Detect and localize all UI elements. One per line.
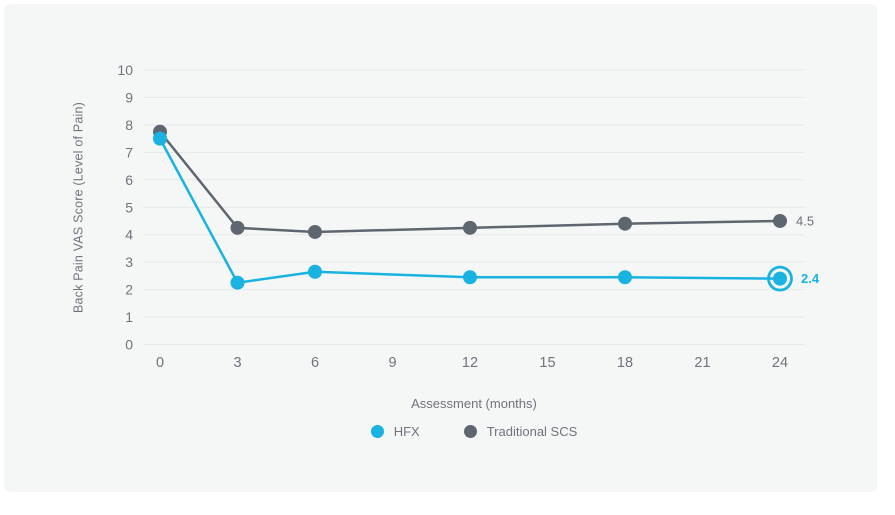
y-tick-label-6: 6 <box>125 172 133 188</box>
end-label-traditional-scs: 4.5 <box>796 213 814 228</box>
x-tick-label-18: 18 <box>617 355 633 371</box>
legend-label-hfx: HFX <box>393 424 420 439</box>
y-tick-label-0: 0 <box>125 337 133 353</box>
data-point-hfx-18mo <box>618 270 632 285</box>
legend-item-traditional-scs: Traditional SCS <box>463 424 578 439</box>
x-tick-label-3: 3 <box>233 355 241 371</box>
data-point-hfx-24mo <box>773 271 787 286</box>
x-axis-title: Assessment (months) <box>411 396 537 411</box>
data-point-hfx-0mo <box>153 131 167 146</box>
x-tick-label-24: 24 <box>772 355 788 371</box>
x-tick-label-9: 9 <box>388 355 396 371</box>
series-line-traditional-scs <box>158 130 782 234</box>
y-tick-label-7: 7 <box>125 144 133 160</box>
y-axis-title: Back Pain VAS Score (Level of Pain) <box>71 101 86 314</box>
end-label-hfx: 2.4 <box>801 271 820 286</box>
x-tick-label-6: 6 <box>311 355 319 371</box>
y-tick-label-9: 9 <box>125 89 133 105</box>
data-point-traditional-scs-24mo <box>773 213 787 228</box>
legend-swatch-hfx <box>370 425 384 438</box>
y-tick-label-2: 2 <box>125 282 133 298</box>
series-line-hfx <box>158 137 782 284</box>
data-point-traditional-scs-3mo <box>230 220 245 235</box>
x-tick-label-21: 21 <box>694 355 710 371</box>
legend-label-traditional-scs: Traditional SCS <box>486 424 578 439</box>
x-tick-label-15: 15 <box>539 355 555 371</box>
data-point-hfx-12mo <box>463 270 477 285</box>
y-tick-label-8: 8 <box>125 117 133 133</box>
x-tick-label-0: 0 <box>156 355 164 371</box>
highlight-ring-hfx <box>767 265 793 292</box>
y-tick-label-3: 3 <box>125 254 133 270</box>
legend-item-hfx: HFX <box>370 424 420 439</box>
chart-legend: HFX Traditional SCS <box>143 424 805 439</box>
data-point-traditional-scs-18mo <box>618 216 632 231</box>
x-tick-label-12: 12 <box>462 355 478 371</box>
y-tick-label-4: 4 <box>125 227 133 243</box>
legend-swatch-traditional-scs <box>463 425 477 438</box>
y-tick-label-1: 1 <box>125 309 133 325</box>
data-point-traditional-scs-6mo <box>308 224 322 239</box>
data-point-traditional-scs-12mo <box>463 220 477 235</box>
y-tick-label-5: 5 <box>125 199 133 215</box>
y-tick-label-10: 10 <box>117 62 133 78</box>
data-point-hfx-6mo <box>308 264 322 279</box>
chart-card <box>4 4 877 492</box>
data-point-hfx-3mo <box>230 275 245 290</box>
